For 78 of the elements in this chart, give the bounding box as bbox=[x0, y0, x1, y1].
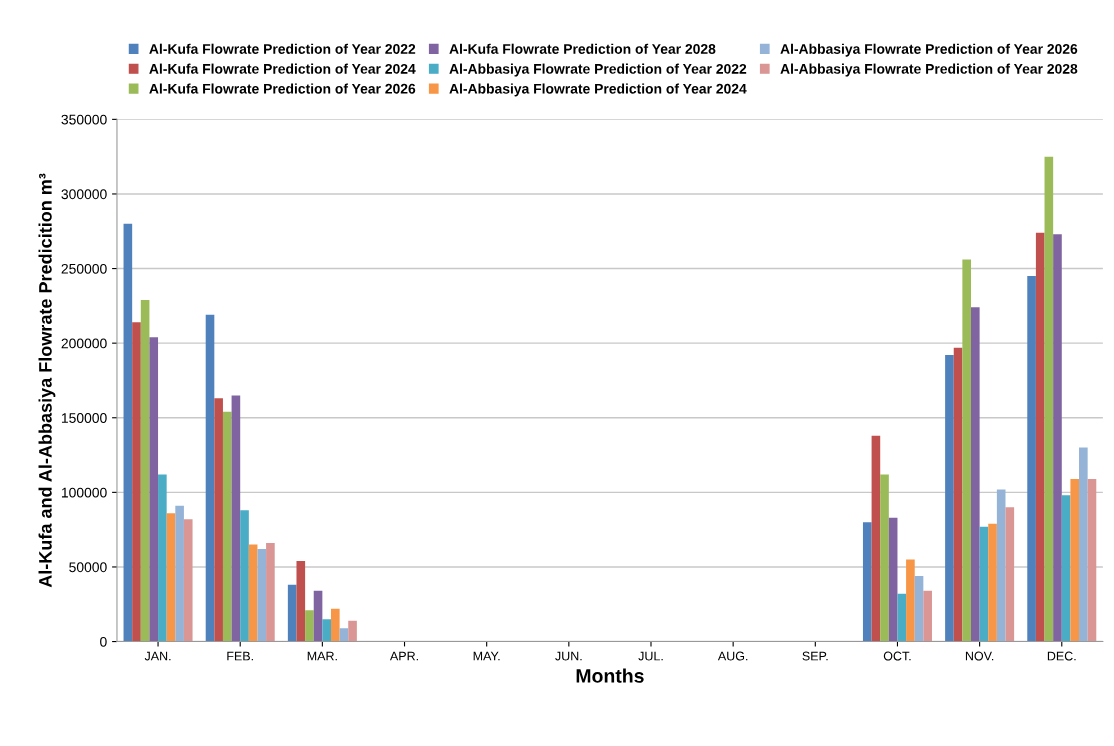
x-tick-label: JUN. bbox=[555, 651, 582, 661]
bar bbox=[862, 522, 872, 642]
bar bbox=[897, 593, 907, 642]
bar bbox=[123, 223, 133, 642]
bar bbox=[871, 435, 881, 642]
legend-label: Al-Abbasiya Flowrate Prediction of Year 2026 bbox=[780, 43, 1078, 57]
bar bbox=[988, 523, 997, 642]
x-tick-label: OCT. bbox=[883, 651, 911, 661]
x-axis-title: Months bbox=[576, 668, 644, 683]
y-tick-label: 300000 bbox=[61, 189, 107, 200]
x-tick-label: DEC. bbox=[1047, 651, 1076, 661]
bar bbox=[1027, 276, 1036, 642]
bar bbox=[996, 489, 1006, 642]
bar bbox=[914, 575, 924, 642]
bar bbox=[1087, 478, 1097, 642]
bar bbox=[1079, 447, 1088, 642]
x-tick-label: AUG. bbox=[717, 651, 748, 661]
bar bbox=[175, 505, 184, 642]
legend-label: Al-Abbasiya Flowrate Prediction of Year 2024 bbox=[449, 83, 747, 97]
legend-label: Al-Kufa Flowrate Prediction of Year 2028 bbox=[449, 43, 716, 54]
bar bbox=[132, 322, 141, 642]
y-tick-label: 100000 bbox=[61, 487, 107, 498]
bar bbox=[214, 398, 223, 642]
x-tick-label: JAN. bbox=[144, 651, 171, 661]
bar bbox=[1044, 156, 1054, 642]
bar bbox=[1035, 232, 1045, 642]
legend-label: Al-Kufa Flowrate Prediction of Year 2024 bbox=[149, 63, 416, 74]
bar bbox=[888, 517, 898, 642]
bar bbox=[1053, 234, 1062, 642]
bar bbox=[1061, 495, 1071, 642]
x-tick-label: APR. bbox=[389, 651, 418, 661]
y-tick-label: 200000 bbox=[61, 338, 107, 349]
bar bbox=[906, 559, 915, 642]
bar bbox=[296, 560, 306, 642]
x-tick-label: MAY. bbox=[473, 651, 500, 661]
bar bbox=[322, 619, 331, 642]
bar bbox=[257, 549, 267, 642]
bar bbox=[166, 513, 176, 642]
x-tick-label: FEB. bbox=[227, 651, 253, 661]
bar bbox=[330, 608, 340, 642]
bar bbox=[348, 620, 357, 642]
bar bbox=[339, 628, 349, 642]
x-tick-label: SEP. bbox=[802, 651, 828, 661]
bar bbox=[305, 610, 314, 642]
y-tick-label: 0 bbox=[100, 636, 107, 647]
x-tick-label: MAR. bbox=[307, 651, 337, 661]
legend-label: Al-Kufa Flowrate Prediction of Year 2026 bbox=[149, 83, 416, 94]
legend-label: Al-Kufa Flowrate Prediction of Year 2022 bbox=[149, 43, 416, 54]
bar bbox=[979, 526, 989, 642]
legend-label: Al-Abbasiya Flowrate Prediction of Year 2028 bbox=[780, 63, 1078, 77]
bar bbox=[945, 355, 954, 642]
bar bbox=[240, 510, 249, 642]
bar bbox=[231, 395, 241, 642]
y-tick-label: 250000 bbox=[61, 263, 107, 274]
bar bbox=[266, 543, 275, 642]
bar bbox=[222, 411, 232, 642]
bar bbox=[248, 544, 258, 642]
bar bbox=[158, 474, 167, 642]
x-tick-label: JUL. bbox=[638, 651, 663, 661]
y-axis-title: Al-Kufa and Al-Abbasiya Flowrate Predicition m³ bbox=[38, 173, 56, 588]
bar bbox=[923, 590, 932, 642]
y-tick-label: 150000 bbox=[61, 413, 107, 423]
y-tick-label: 50000 bbox=[69, 562, 107, 573]
x-tick-label: NOV. bbox=[965, 651, 994, 661]
bar bbox=[140, 299, 150, 642]
bar bbox=[1005, 507, 1015, 642]
y-tick-label: 350000 bbox=[61, 114, 107, 125]
bar bbox=[953, 347, 963, 642]
bar bbox=[971, 307, 980, 642]
bar bbox=[287, 584, 297, 642]
legend-label: Al-Abbasiya Flowrate Prediction of Year 2022 bbox=[449, 63, 747, 77]
bar bbox=[205, 314, 215, 642]
bar bbox=[880, 474, 889, 642]
bar bbox=[149, 337, 159, 642]
bar bbox=[1070, 478, 1080, 642]
bar bbox=[313, 590, 323, 642]
bar bbox=[962, 259, 971, 642]
bar bbox=[183, 519, 193, 642]
